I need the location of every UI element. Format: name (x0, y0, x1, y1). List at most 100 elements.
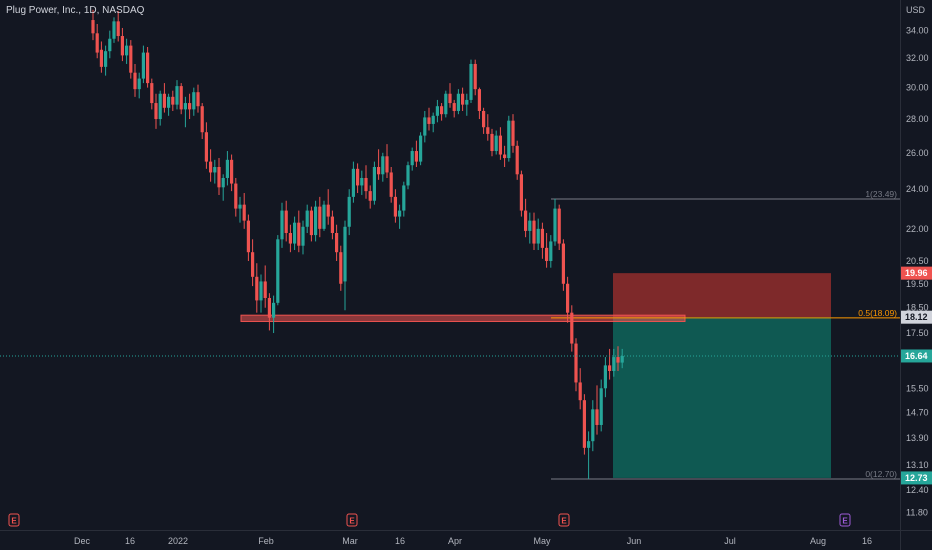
candle[interactable] (364, 165, 368, 199)
earnings-marker[interactable]: E (346, 513, 358, 527)
candle[interactable] (612, 348, 616, 377)
candle[interactable] (133, 63, 137, 97)
candle[interactable] (360, 170, 364, 195)
candle[interactable] (381, 152, 385, 182)
candle[interactable] (125, 38, 129, 64)
candle[interactable] (440, 103, 444, 121)
price-axis[interactable]: USD 34.00 32.00 30.00 28.00 26.00 24.00 22.00 20… (901, 5, 932, 517)
candle[interactable] (435, 99, 439, 123)
candle[interactable] (587, 431, 591, 479)
candle[interactable] (104, 45, 108, 76)
candle[interactable] (230, 154, 234, 192)
candle[interactable] (377, 149, 381, 180)
candle[interactable] (423, 110, 427, 143)
candle[interactable] (183, 96, 187, 128)
candle[interactable] (297, 210, 301, 253)
candle[interactable] (242, 193, 246, 229)
candle[interactable] (213, 159, 217, 184)
candle[interactable] (398, 204, 402, 229)
candle[interactable] (129, 40, 133, 79)
candle[interactable] (557, 204, 561, 251)
candle[interactable] (402, 181, 406, 217)
candle[interactable] (314, 200, 318, 242)
candle[interactable] (540, 222, 544, 259)
candle[interactable] (318, 196, 322, 238)
candle[interactable] (259, 274, 263, 313)
candle[interactable] (482, 107, 486, 134)
candle[interactable] (427, 107, 431, 131)
candle[interactable] (582, 394, 586, 455)
candle[interactable] (536, 218, 540, 251)
candle[interactable] (608, 348, 612, 380)
candle[interactable] (196, 84, 200, 113)
earnings-marker[interactable]: E (558, 513, 570, 527)
candle[interactable] (280, 202, 284, 248)
earnings-marker[interactable]: E (8, 513, 20, 527)
candle[interactable] (263, 265, 267, 308)
candle[interactable] (389, 167, 393, 203)
candle[interactable] (272, 295, 276, 334)
candle[interactable] (255, 263, 259, 313)
candle[interactable] (448, 83, 452, 108)
candle[interactable] (578, 368, 582, 410)
candle[interactable] (410, 147, 414, 171)
candle[interactable] (511, 114, 515, 153)
candle[interactable] (591, 400, 595, 452)
candle[interactable] (171, 90, 175, 111)
candle[interactable] (393, 189, 397, 223)
candle[interactable] (192, 87, 196, 116)
candle[interactable] (486, 114, 490, 141)
candle[interactable] (616, 346, 620, 371)
candle[interactable] (532, 212, 536, 251)
earnings-marker[interactable]: E (839, 513, 851, 527)
candle[interactable] (200, 103, 204, 139)
candle[interactable] (477, 87, 481, 120)
candle[interactable] (91, 9, 95, 41)
candle[interactable] (225, 151, 229, 186)
candle[interactable] (146, 46, 150, 88)
stop-loss-zone[interactable] (613, 273, 831, 318)
candle[interactable] (574, 338, 578, 392)
candle[interactable] (293, 216, 297, 251)
candle[interactable] (221, 174, 225, 201)
candle[interactable] (234, 177, 238, 217)
candle[interactable] (498, 127, 502, 160)
candle[interactable] (553, 198, 557, 246)
candle[interactable] (524, 198, 528, 238)
candle[interactable] (137, 72, 141, 99)
candle[interactable] (494, 130, 498, 155)
drawing-layer[interactable]: 1(23.49) 0.5(18.09) 0(12.70) (240, 189, 900, 480)
candle[interactable] (330, 210, 334, 240)
candle[interactable] (217, 158, 221, 195)
candle[interactable] (162, 83, 166, 113)
candle[interactable] (238, 196, 242, 223)
candle[interactable] (246, 214, 250, 261)
candle[interactable] (372, 161, 376, 205)
candle[interactable] (356, 163, 360, 194)
candle[interactable] (326, 189, 330, 225)
candle[interactable] (620, 348, 624, 369)
candle[interactable] (276, 235, 280, 306)
candle[interactable] (120, 27, 124, 62)
candle[interactable] (545, 232, 549, 268)
candle[interactable] (431, 112, 435, 133)
candle[interactable] (503, 145, 507, 168)
candlestick-series[interactable] (91, 9, 624, 479)
candle[interactable] (188, 93, 192, 120)
candle[interactable] (150, 78, 154, 110)
candle[interactable] (368, 185, 372, 209)
candle[interactable] (335, 224, 339, 261)
candle[interactable] (490, 128, 494, 157)
candle[interactable] (251, 239, 255, 287)
candle[interactable] (288, 224, 292, 253)
candle[interactable] (566, 276, 570, 323)
candle[interactable] (599, 379, 603, 432)
candle[interactable] (419, 132, 423, 166)
candle[interactable] (209, 149, 213, 182)
candle[interactable] (267, 293, 271, 331)
candle[interactable] (595, 385, 599, 435)
candle[interactable] (461, 87, 465, 111)
candle[interactable] (154, 93, 158, 129)
candle[interactable] (343, 220, 347, 311)
